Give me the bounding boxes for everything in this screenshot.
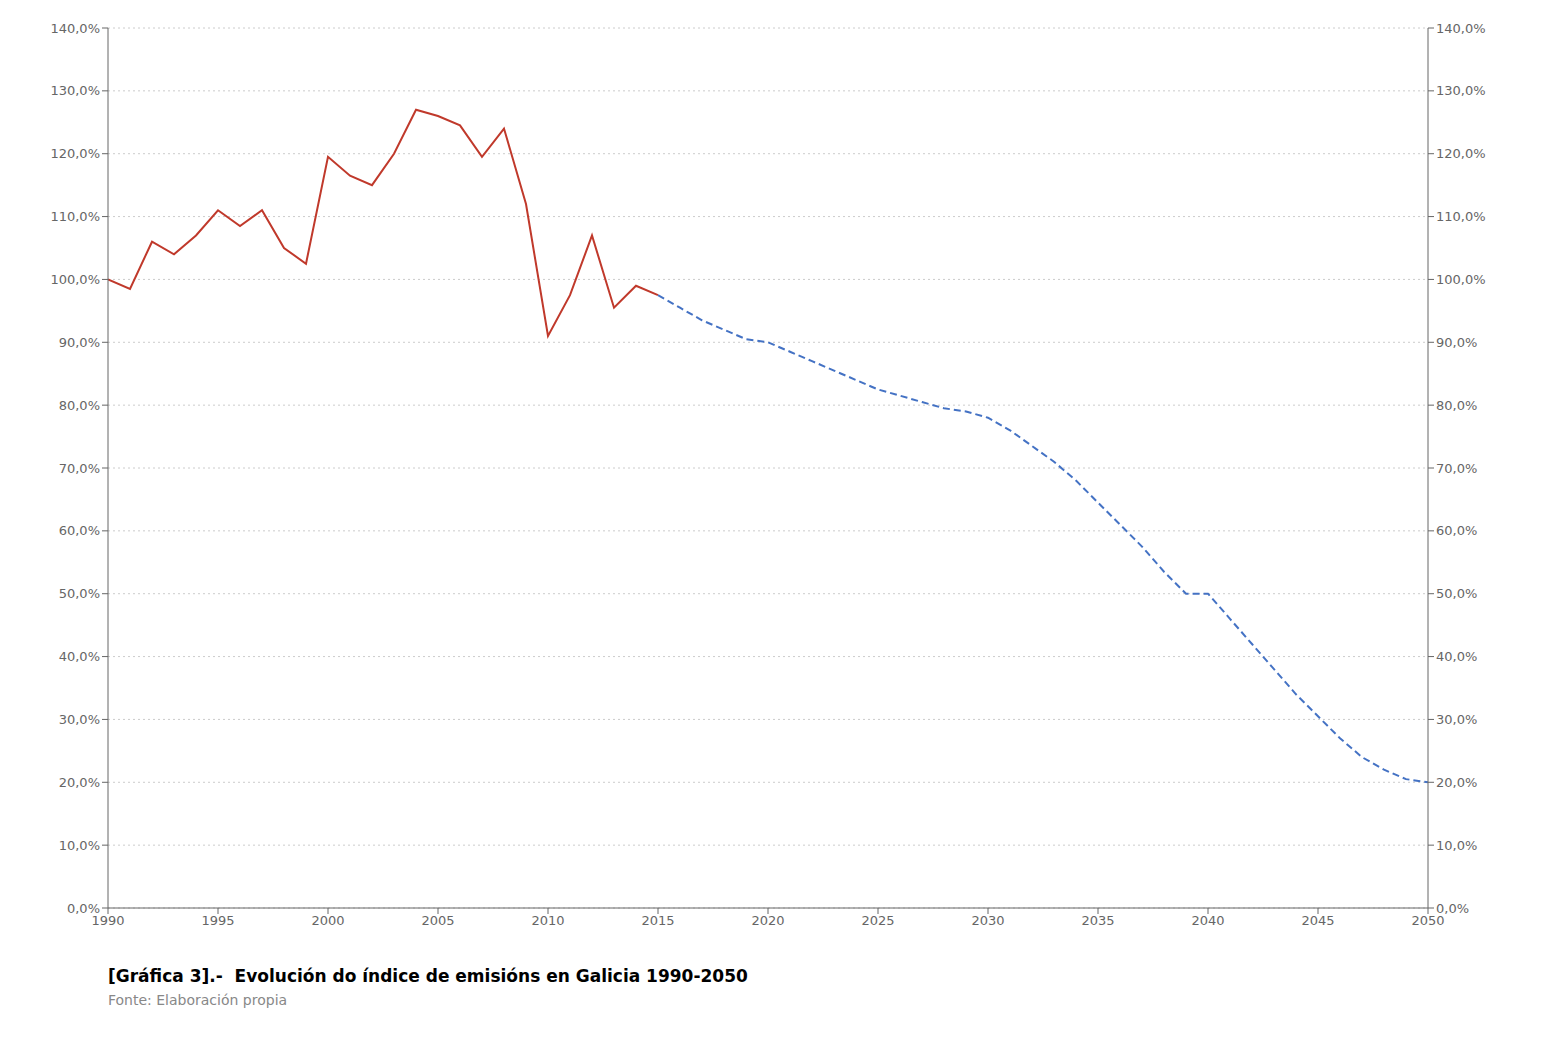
svg-text:2050: 2050	[1411, 913, 1445, 929]
svg-text:2020: 2020	[751, 913, 784, 928]
svg-text:2035: 2035	[1081, 913, 1114, 928]
svg-text:2000: 2000	[311, 913, 344, 928]
svg-text:30,0%: 30,0%	[59, 712, 100, 727]
svg-text:10,0%: 10,0%	[59, 838, 100, 853]
svg-text:50,0%: 50,0%	[59, 586, 100, 601]
svg-text:120,0%: 120,0%	[50, 146, 100, 161]
svg-text:130,0%: 130,0%	[1436, 83, 1486, 98]
svg-text:90,0%: 90,0%	[1436, 335, 1477, 350]
svg-text:140,0%: 140,0%	[50, 21, 100, 36]
svg-text:80,0%: 80,0%	[1436, 398, 1477, 413]
svg-text:70,0%: 70,0%	[1436, 461, 1477, 476]
svg-text:10,0%: 10,0%	[1436, 838, 1477, 853]
svg-text:40,0%: 40,0%	[59, 649, 100, 664]
svg-text:1990: 1990	[91, 913, 125, 929]
svg-text:2030: 2030	[971, 913, 1004, 928]
svg-text:60,0%: 60,0%	[1436, 523, 1477, 538]
svg-text:100,0%: 100,0%	[50, 272, 100, 287]
svg-text:2040: 2040	[1191, 913, 1224, 928]
svg-text:1995: 1995	[201, 913, 234, 928]
svg-text:20,0%: 20,0%	[59, 775, 100, 790]
svg-text:2005: 2005	[421, 913, 454, 928]
svg-text:100,0%: 100,0%	[1436, 272, 1486, 287]
svg-text:90,0%: 90,0%	[59, 335, 100, 350]
svg-text:130,0%: 130,0%	[50, 83, 100, 98]
svg-text:30,0%: 30,0%	[1436, 712, 1477, 727]
svg-text:2010: 2010	[531, 913, 564, 928]
svg-text:140,0%: 140,0%	[1436, 21, 1486, 36]
html-text:Fonte: Elaboración propia: Fonte: Elaboración propia	[108, 992, 288, 1008]
svg-text:70,0%: 70,0%	[59, 461, 100, 476]
svg-text:0,0%: 0,0%	[67, 901, 100, 916]
svg-text:2045: 2045	[1301, 913, 1334, 928]
svg-text:120,0%: 120,0%	[1436, 146, 1486, 161]
svg-text:80,0%: 80,0%	[59, 398, 100, 413]
svg-text:110,0%: 110,0%	[1436, 209, 1486, 224]
svg-text:60,0%: 60,0%	[59, 523, 100, 538]
html-text:[Gráfica 3].- Evolución do índ: [Gráfica 3].- Evolución do índice de emi…	[108, 966, 748, 986]
svg-text:20,0%: 20,0%	[1436, 775, 1477, 790]
svg-text:40,0%: 40,0%	[1436, 649, 1477, 664]
svg-text:2015: 2015	[641, 913, 674, 928]
svg-text:50,0%: 50,0%	[1436, 586, 1477, 601]
svg-text:110,0%: 110,0%	[50, 209, 100, 224]
svg-text:2025: 2025	[861, 913, 894, 928]
svg-text:0,0%: 0,0%	[1436, 901, 1469, 916]
